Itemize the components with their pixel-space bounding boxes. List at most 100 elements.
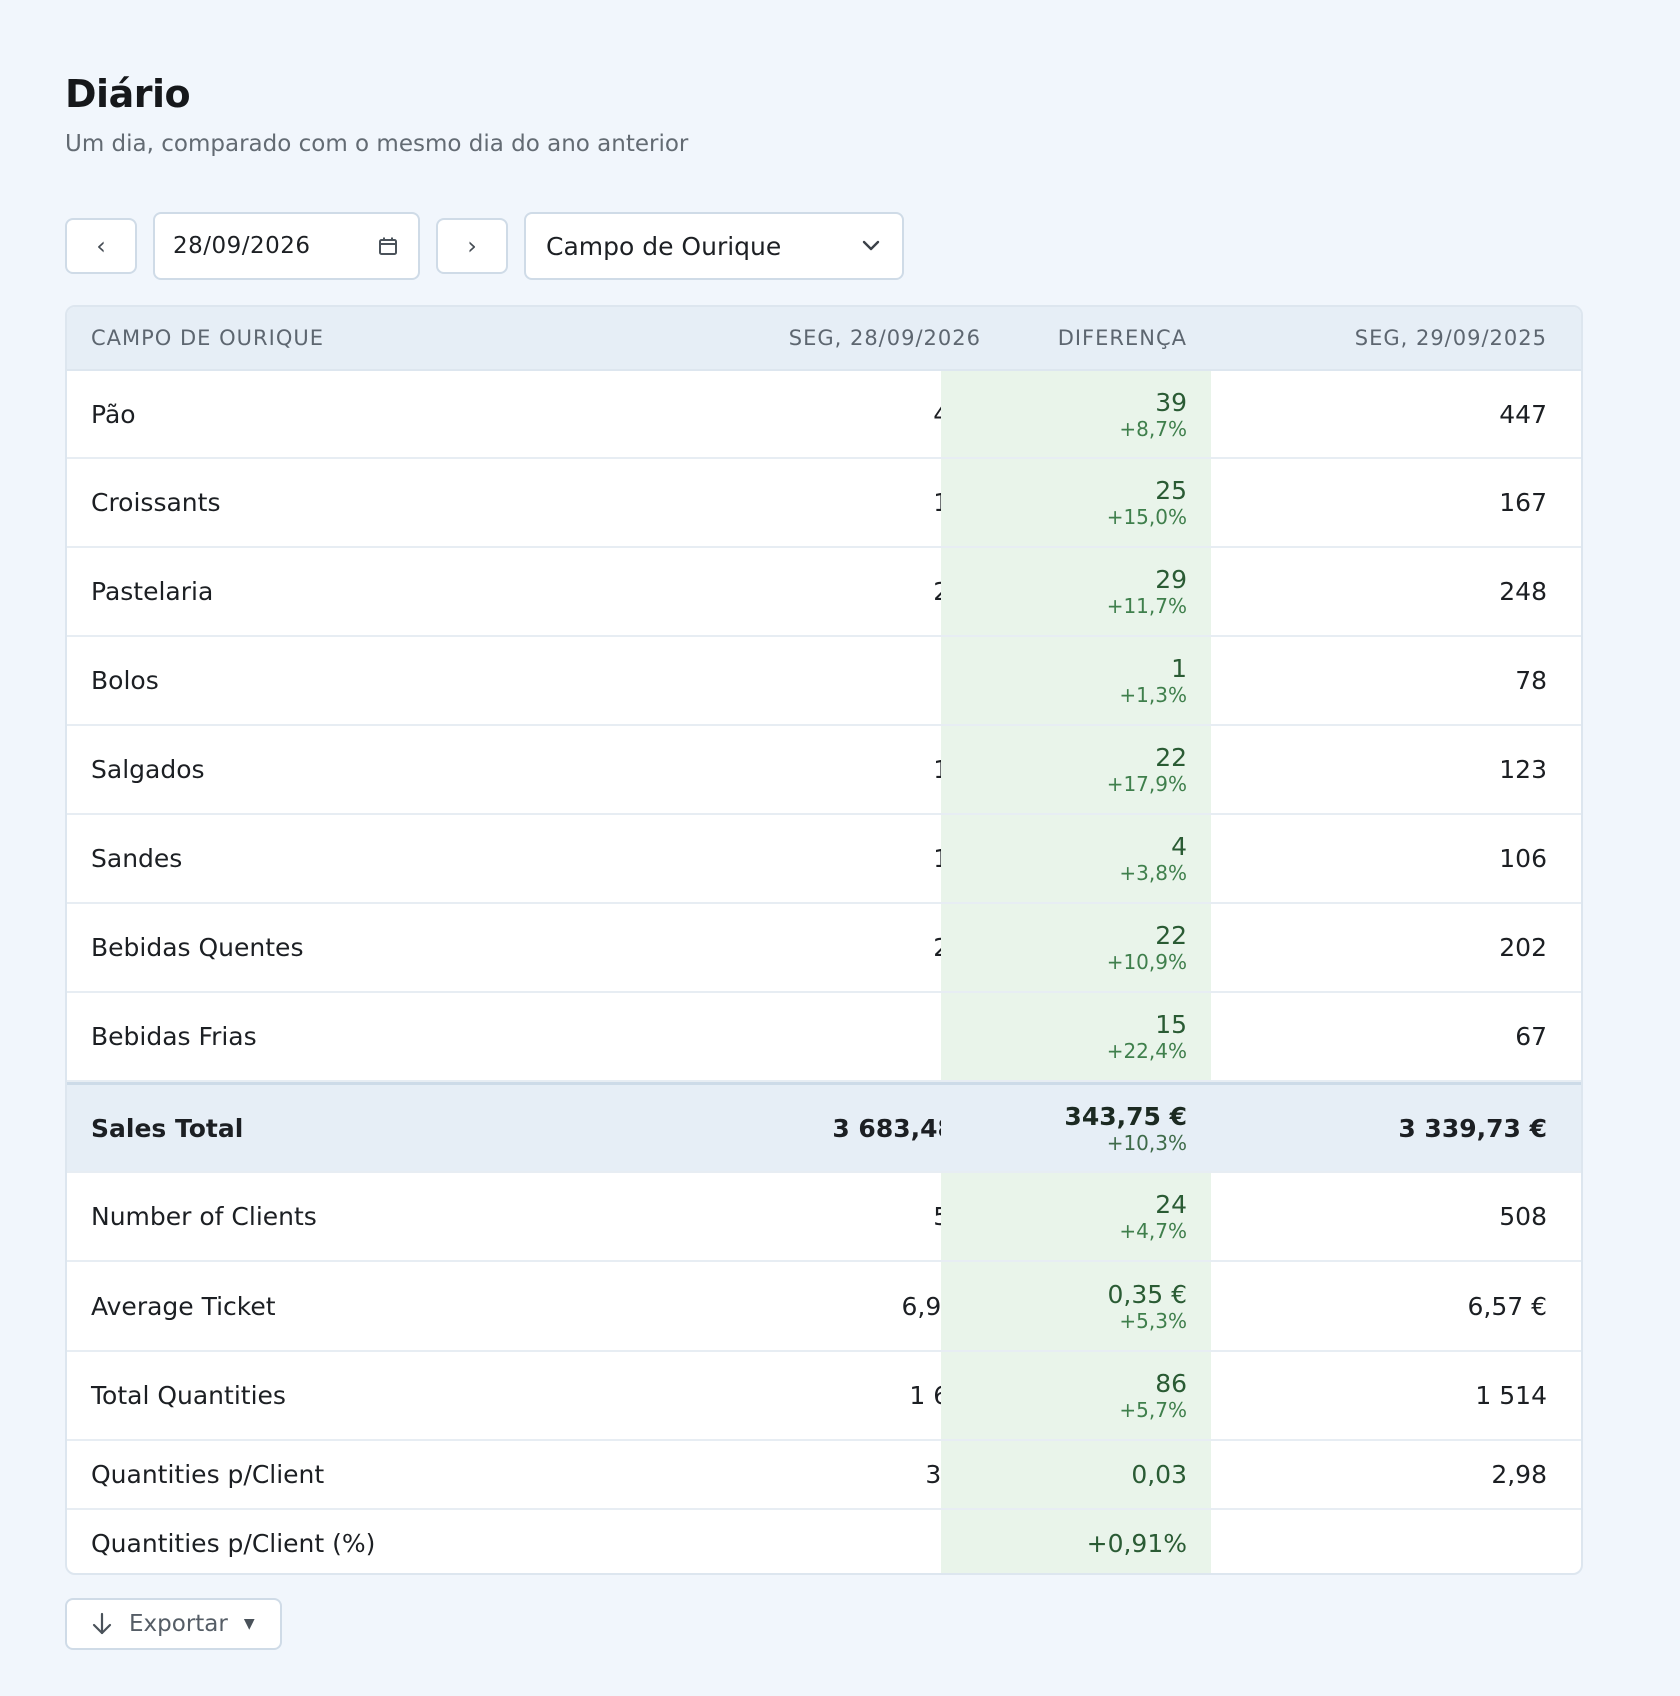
chevron-down-icon — [862, 240, 880, 251]
row-label: Croissants — [91, 488, 221, 517]
previous-value: 508 — [1499, 1202, 1547, 1231]
difference-percent: +11,7% — [1106, 594, 1187, 618]
difference-cell: +0,91% — [941, 1510, 1211, 1573]
row-label: Quantities p/Client (%) — [91, 1529, 376, 1558]
calendar-icon[interactable] — [378, 236, 398, 256]
current-value: 79 — [667, 637, 981, 724]
header-store: CAMPO DE OURIQUE — [91, 326, 324, 350]
current-value: 3,01 — [667, 1441, 981, 1508]
difference-cell: 25 +15,0% — [941, 459, 1211, 546]
difference-value: +0,91% — [1086, 1529, 1187, 1558]
difference-percent: +15,0% — [1106, 505, 1187, 529]
row-label: Salgados — [91, 755, 205, 784]
product-row: Bebidas Quentes22422+10,9%202 — [67, 904, 1581, 993]
previous-value: 167 — [1499, 488, 1547, 517]
previous-value: 67 — [1515, 1022, 1547, 1051]
previous-value: 3 339,73 € — [1398, 1113, 1547, 1143]
chevron-right-icon: › — [467, 232, 477, 260]
difference-value: 4 — [1171, 832, 1187, 861]
arrow-down-icon — [92, 1612, 112, 1635]
comparison-table: CAMPO DE OURIQUE SEG, 28/09/2026 DIFEREN… — [65, 305, 1583, 1575]
row-label: Sandes — [91, 844, 183, 873]
difference-cell: 0,03 — [941, 1441, 1211, 1508]
previous-value: 1 514 — [1475, 1381, 1547, 1410]
page-title: Diário — [65, 72, 191, 116]
difference-cell: 343,75 € +10,3% — [941, 1085, 1211, 1171]
current-value — [667, 1510, 981, 1573]
row-label: Bolos — [91, 666, 159, 695]
row-label: Sales Total — [91, 1113, 244, 1143]
difference-percent: +10,3% — [1106, 1130, 1187, 1155]
difference-value: 24 — [1155, 1190, 1187, 1219]
difference-value: 86 — [1155, 1369, 1187, 1398]
current-value: 532 — [667, 1173, 981, 1260]
previous-value: 202 — [1499, 933, 1547, 962]
difference-cell: 0,35 € +5,3% — [941, 1262, 1211, 1350]
difference-cell: 22 +10,9% — [941, 904, 1211, 991]
difference-value: 22 — [1155, 921, 1187, 950]
difference-value: 0,03 — [1131, 1460, 1187, 1489]
store-selected-value: Campo de Ourique — [546, 231, 782, 261]
product-row: Pão48639+8,7%447 — [67, 371, 1581, 459]
row-label: Bebidas Frias — [91, 1022, 257, 1051]
difference-percent: +3,8% — [1119, 861, 1187, 885]
difference-value: 0,35 € — [1107, 1279, 1187, 1309]
current-value: 277 — [667, 548, 981, 635]
header-difference: DIFERENÇA — [1057, 326, 1187, 350]
difference-percent: +10,9% — [1106, 950, 1187, 974]
sales-total-row: Sales Total 3 683,48 €343,75 € +10,3% 3 339… — [67, 1082, 1581, 1173]
row-label: Quantities p/Client — [91, 1460, 325, 1489]
product-row: Pastelaria 27729+11,7% 248 — [67, 548, 1581, 637]
date-input[interactable]: 28/09/2026 — [153, 212, 420, 280]
difference-value: 1 — [1171, 654, 1187, 683]
product-row: Bebidas Frias8215+22,4%67 — [67, 993, 1581, 1082]
header-current-date: SEG, 28/09/2026 — [788, 326, 981, 350]
current-value: 486 — [667, 371, 981, 457]
previous-value: 6,57 € — [1467, 1291, 1547, 1321]
metric-row: Total Quantities 1 600 86+5,7% 1 514 — [67, 1352, 1581, 1441]
current-value: 82 — [667, 993, 981, 1080]
metric-row: Quantities p/Client (%) +0,91% — [67, 1510, 1581, 1573]
metric-row: Number of Clients53224+4,7%508 — [67, 1173, 1581, 1262]
chevron-left-icon: ‹ — [96, 232, 106, 260]
previous-value: 447 — [1499, 399, 1547, 429]
product-row: Salgados14522+17,9%123 — [67, 726, 1581, 815]
row-label: Average Ticket — [91, 1291, 276, 1321]
difference-percent: +17,9% — [1106, 772, 1187, 796]
current-value: 110 — [667, 815, 981, 902]
difference-percent: +22,4% — [1106, 1039, 1187, 1063]
product-row: Croissants19225+15,0%167 — [67, 459, 1581, 548]
difference-value: 343,75 € — [1064, 1101, 1187, 1131]
difference-value: 39 — [1155, 387, 1187, 417]
difference-cell: 22 +17,9% — [941, 726, 1211, 813]
current-value: 145 — [667, 726, 981, 813]
current-value: 224 — [667, 904, 981, 991]
difference-cell: 29 +11,7% — [941, 548, 1211, 635]
current-value: 3 683,48 € — [832, 1113, 981, 1143]
product-row: Sandes1104+3,8%106 — [67, 815, 1581, 904]
export-button[interactable]: Exportar ▼ — [65, 1598, 282, 1650]
difference-cell: 24 +4,7% — [941, 1173, 1211, 1260]
difference-value: 25 — [1155, 476, 1187, 505]
previous-day-button[interactable]: ‹ — [65, 218, 137, 274]
difference-cell: 4 +3,8% — [941, 815, 1211, 902]
current-value: 192 — [667, 459, 981, 546]
store-select[interactable]: Campo de Ourique — [524, 212, 904, 280]
row-label: Total Quantities — [91, 1381, 286, 1410]
page-subtitle: Um dia, comparado com o mesmo dia do ano… — [65, 131, 689, 157]
previous-value: 2,98 — [1491, 1460, 1547, 1489]
current-value: 1 600 — [909, 1381, 981, 1410]
difference-cell: 1 +1,3% — [941, 637, 1211, 724]
difference-percent: +1,3% — [1119, 683, 1187, 707]
difference-percent: +5,3% — [1119, 1308, 1187, 1333]
next-day-button[interactable]: › — [436, 218, 508, 274]
difference-value: 22 — [1155, 743, 1187, 772]
difference-cell: 39 +8,7% — [941, 371, 1211, 457]
current-value: 6,92 € — [901, 1291, 981, 1321]
filter-controls: ‹ 28/09/2026 › Campo de Ourique — [65, 212, 1583, 280]
table-header: CAMPO DE OURIQUE SEG, 28/09/2026 DIFEREN… — [67, 307, 1581, 371]
difference-percent: +5,7% — [1119, 1398, 1187, 1422]
row-label: Pastelaria — [91, 577, 214, 606]
previous-value: 248 — [1499, 577, 1547, 606]
